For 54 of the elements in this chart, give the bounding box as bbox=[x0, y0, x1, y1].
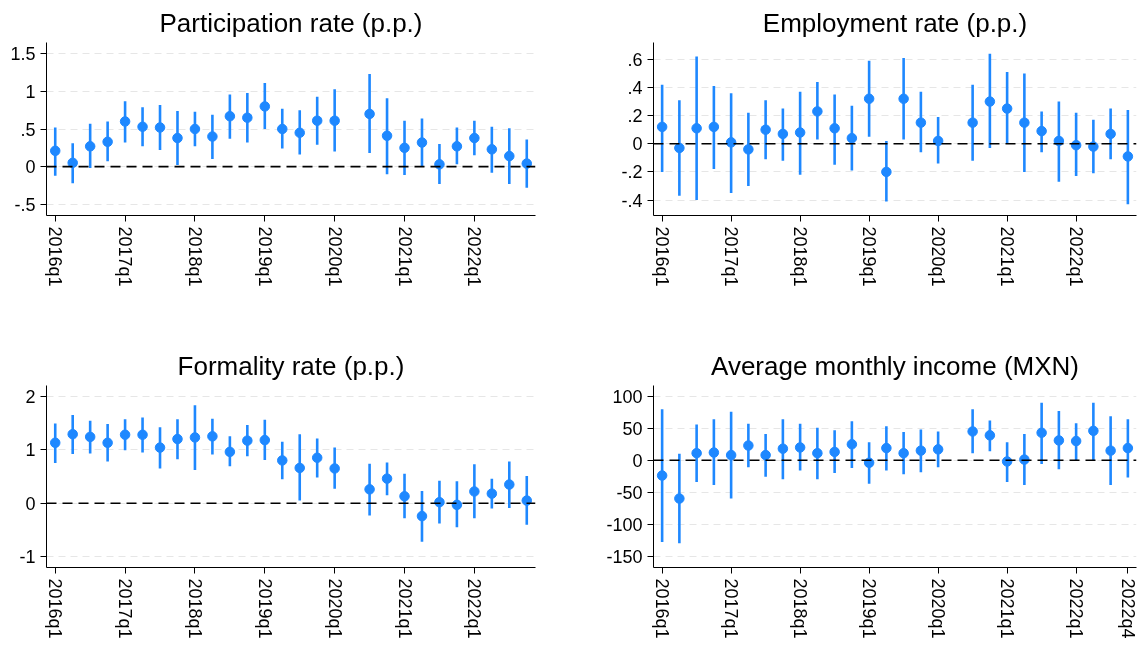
x-tick-label: 2022q1 bbox=[1066, 226, 1087, 287]
y-tick-label: 1.5 bbox=[10, 44, 36, 65]
y-tick-label: 100 bbox=[612, 386, 643, 407]
x-tick-label: 2022q4 bbox=[1117, 578, 1138, 639]
y-tick-label: .2 bbox=[627, 106, 643, 127]
x-tick-label: 2020q1 bbox=[928, 226, 949, 287]
x-tick-label: 2020q1 bbox=[928, 578, 949, 639]
y-tick-label: -100 bbox=[606, 514, 643, 535]
x-tick-label: 2020q1 bbox=[324, 226, 345, 287]
y-tick-label: 1 bbox=[25, 81, 36, 102]
x-tick-label: 2021q1 bbox=[997, 226, 1018, 287]
y-tick-label: 1 bbox=[25, 440, 36, 461]
y-tick-label: -.2 bbox=[621, 162, 643, 183]
x-tick-label: 2019q1 bbox=[254, 226, 275, 287]
x-tick-label: 2016q1 bbox=[652, 578, 673, 639]
y-tick-label: .5 bbox=[20, 119, 36, 140]
x-tick-label: 2018q1 bbox=[184, 578, 205, 639]
x-tick-label: 2016q1 bbox=[652, 226, 673, 287]
x-tick-label: 2018q1 bbox=[184, 226, 205, 287]
x-tick-label: 2017q1 bbox=[721, 226, 742, 287]
x-tick-label: 2016q1 bbox=[45, 578, 66, 639]
y-tick-label: 0 bbox=[632, 450, 643, 471]
y-tick-label: -.4 bbox=[621, 190, 643, 211]
y-tick-label: -.5 bbox=[14, 194, 36, 215]
x-tick-label: 2017q1 bbox=[115, 578, 136, 639]
y-tick-label: .4 bbox=[627, 78, 643, 99]
x-tick-label: 2017q1 bbox=[115, 226, 136, 287]
y-tick-label: 0 bbox=[25, 493, 36, 514]
x-tick-label: 2021q1 bbox=[997, 578, 1018, 639]
chart-title: Average monthly income (MXN) bbox=[711, 350, 1080, 381]
y-tick-label: 0 bbox=[632, 134, 643, 155]
chart-title: Participation rate (p.p.) bbox=[159, 7, 423, 38]
y-tick-label: 2 bbox=[25, 386, 36, 407]
x-tick-label: 2020q1 bbox=[324, 578, 345, 639]
y-tick-label: -50 bbox=[616, 482, 643, 503]
y-tick-label: -1 bbox=[19, 547, 36, 568]
chart-title: Employment rate (p.p.) bbox=[762, 7, 1028, 38]
x-tick-label: 2021q1 bbox=[394, 226, 415, 287]
x-tick-label: 2019q1 bbox=[254, 578, 275, 639]
chart-title: Formality rate (p.p.) bbox=[177, 350, 405, 381]
x-tick-label: 2018q1 bbox=[790, 226, 811, 287]
y-tick-label: 50 bbox=[622, 418, 643, 439]
y-tick-label: .6 bbox=[627, 49, 643, 70]
x-tick-label: 2019q1 bbox=[859, 226, 880, 287]
x-tick-label: 2018q1 bbox=[790, 578, 811, 639]
x-tick-label: 2022q1 bbox=[464, 226, 485, 287]
x-tick-label: 2019q1 bbox=[859, 578, 880, 639]
y-tick-label: 0 bbox=[25, 157, 36, 178]
x-tick-label: 2016q1 bbox=[45, 226, 66, 287]
x-tick-label: 2022q1 bbox=[1066, 578, 1087, 639]
x-tick-label: 2021q1 bbox=[394, 578, 415, 639]
x-tick-label: 2022q1 bbox=[464, 578, 485, 639]
y-tick-label: -150 bbox=[606, 546, 643, 567]
x-tick-label: 2017q1 bbox=[721, 578, 742, 639]
